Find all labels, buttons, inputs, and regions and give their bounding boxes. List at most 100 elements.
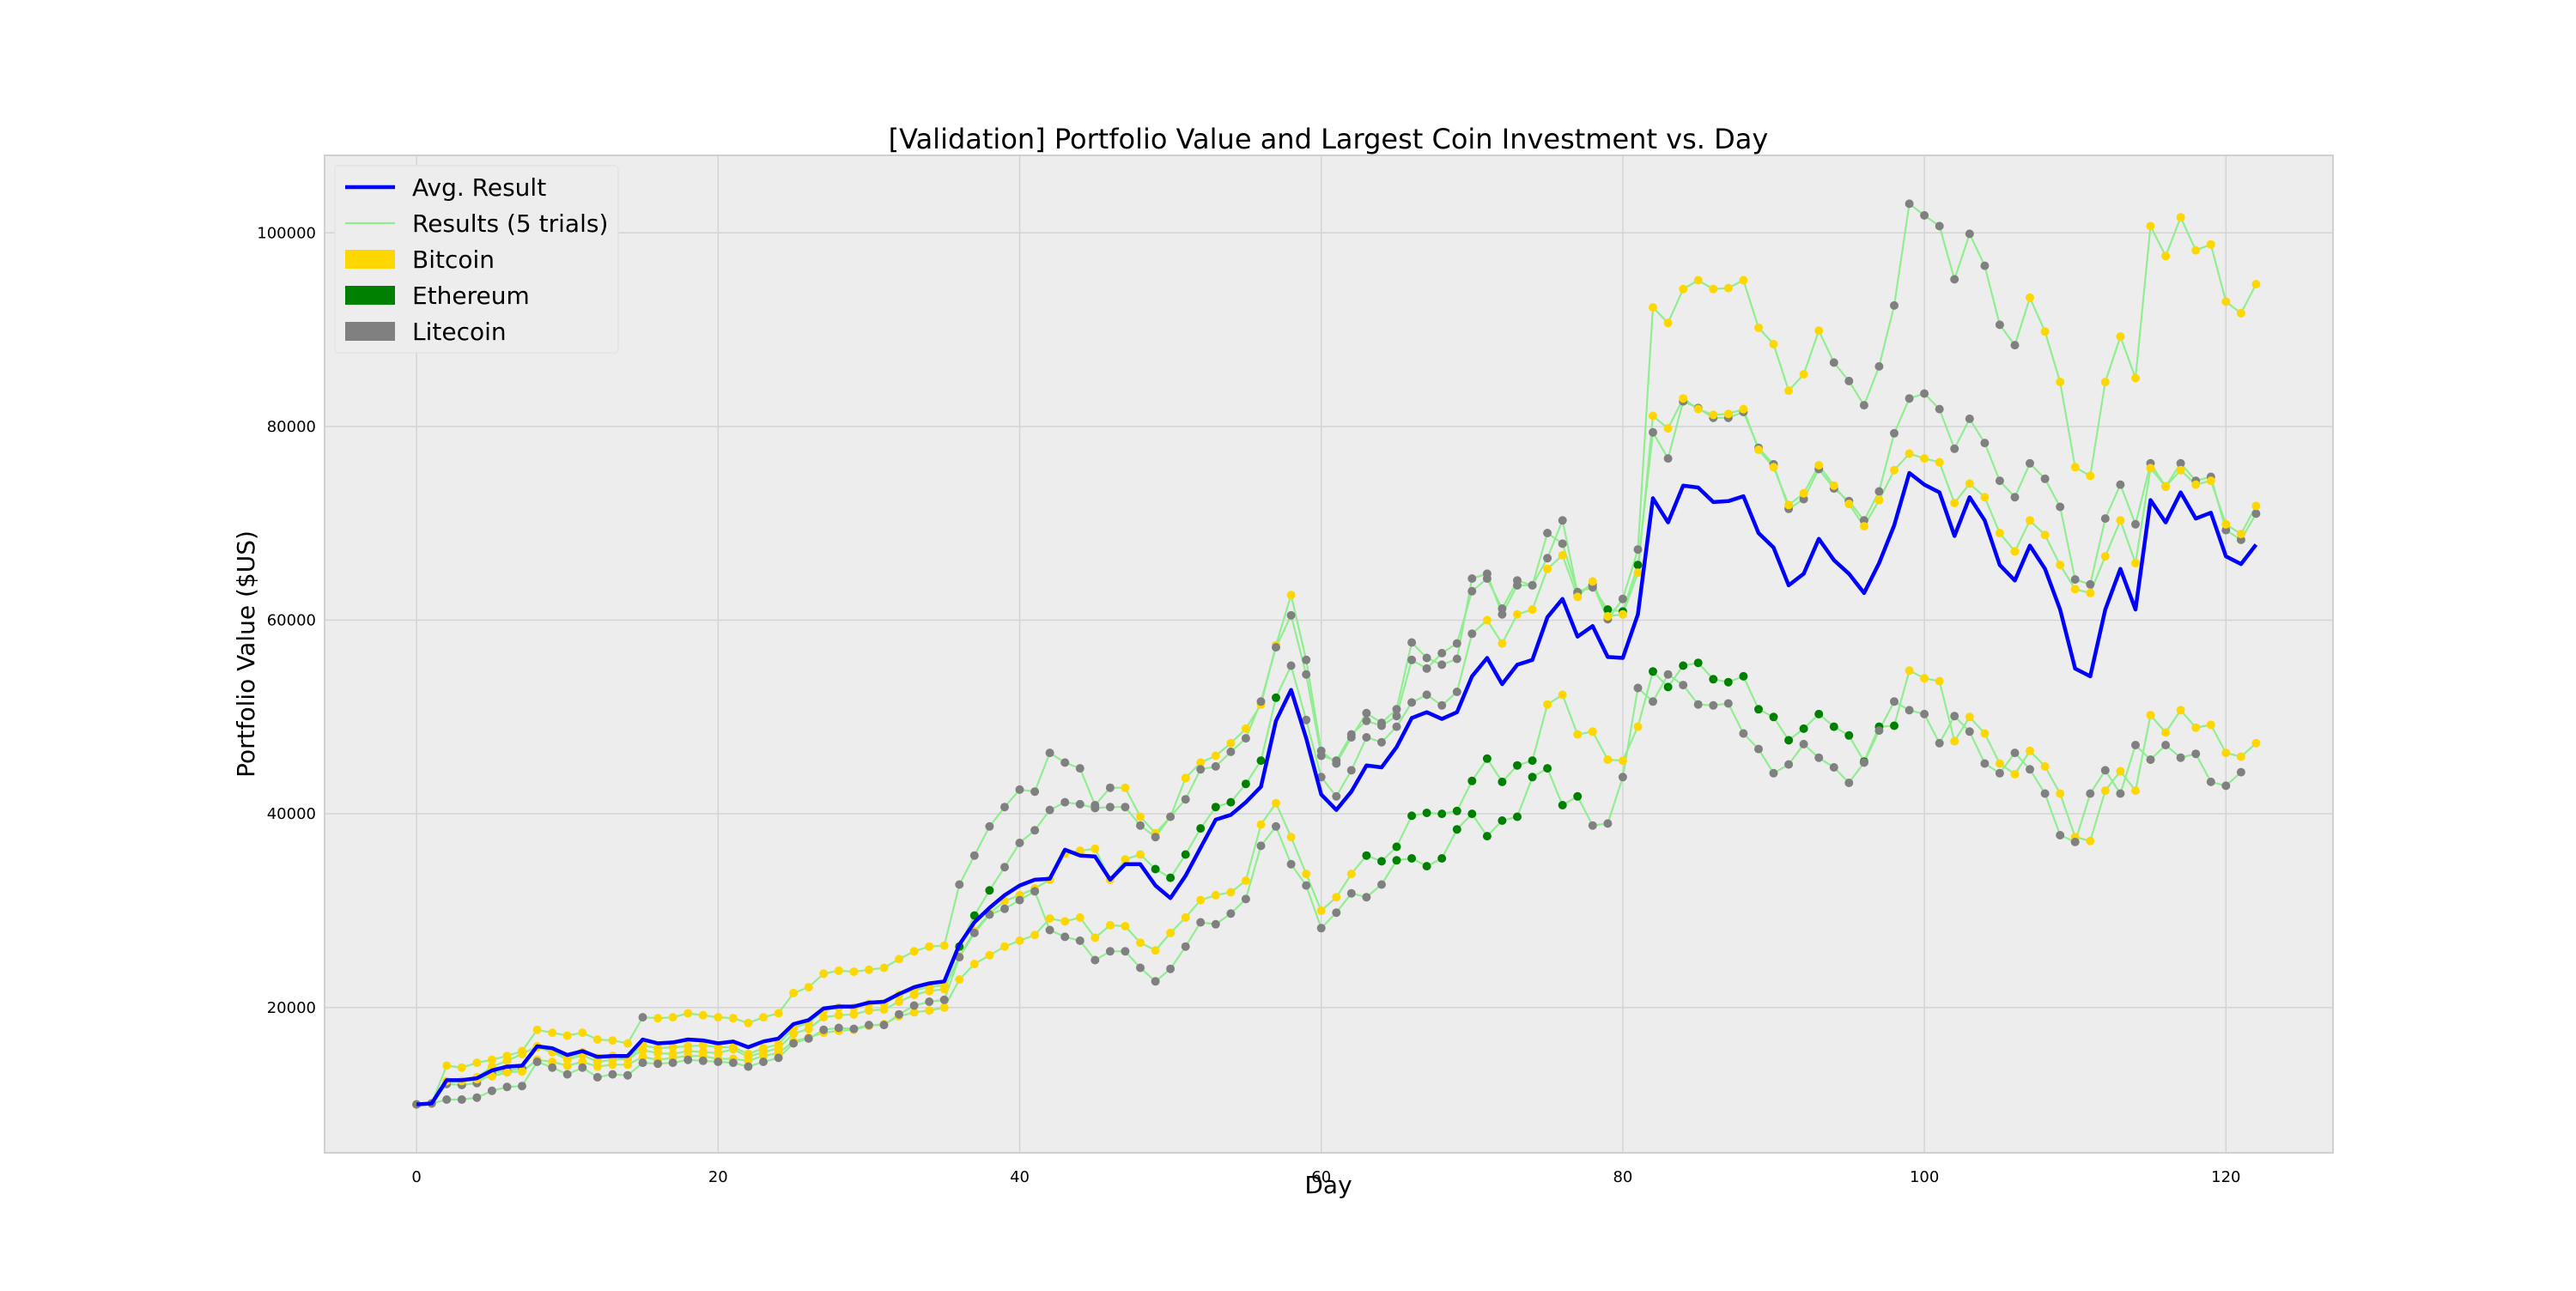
trial-5-point: [638, 1058, 647, 1068]
trial-4-point: [592, 1062, 602, 1071]
trial-4-point: [939, 1003, 949, 1012]
trial-5-point: [442, 1095, 452, 1104]
trial-3-point: [1498, 639, 1507, 648]
trial-5-point: [1015, 895, 1024, 905]
trial-2-point: [1241, 734, 1250, 743]
trial-2-point: [1965, 414, 1974, 423]
trial-4-point: [2221, 749, 2231, 758]
trial-1-point: [1422, 653, 1431, 663]
trial-5-point: [1362, 893, 1371, 902]
trial-1-point: [969, 851, 979, 860]
trial-3-point: [1679, 394, 1688, 403]
trial-4-point: [1980, 729, 1990, 738]
trial-2-point: [1905, 394, 1914, 403]
trial-3-point: [1965, 479, 1974, 488]
series-markers: [412, 199, 2261, 1109]
trial-3-point: [1573, 592, 1583, 602]
trial-1-point: [744, 1018, 753, 1027]
trial-5-point: [502, 1082, 512, 1092]
trial-4-point: [1121, 922, 1130, 930]
trial-2-point: [1045, 805, 1054, 815]
trial-1-point: [548, 1028, 557, 1038]
trial-3-point: [2176, 465, 2185, 475]
trial-2-point: [1950, 444, 1959, 453]
trial-5-point: [1558, 801, 1567, 809]
trial-1-point: [683, 1009, 693, 1018]
trial-5-point: [1980, 759, 1990, 768]
legend-swatch: [345, 286, 395, 305]
trial-5-point: [895, 1009, 903, 1019]
trial-3-point: [1769, 463, 1778, 472]
x-tick-label: 0: [411, 1168, 421, 1186]
trial-4-point: [1693, 658, 1703, 668]
trial-4-point: [1467, 776, 1477, 785]
trial-4-point: [1633, 722, 1643, 731]
trial-1-point: [1844, 376, 1854, 385]
legend: Avg. Result Results (5 trials) Bitcoin Ethe…: [334, 165, 619, 354]
trial-5-point: [548, 1063, 557, 1072]
trial-2-point: [2251, 509, 2261, 518]
trial-1-point: [1286, 591, 1296, 600]
trial-5-point: [714, 1058, 723, 1066]
trial-3-point: [1649, 411, 1657, 421]
trial-5-point: [1663, 670, 1673, 679]
trial-3-point: [2026, 516, 2034, 525]
trial-2-point: [698, 1040, 708, 1050]
trial-1-point: [819, 969, 829, 979]
trial-5-point: [2040, 789, 2050, 798]
trial-2-point: [985, 886, 994, 895]
trial-2-point: [1121, 803, 1130, 812]
trial-4-point: [1377, 857, 1386, 866]
trial-5-point: [1332, 908, 1341, 918]
trial-4-point: [2010, 769, 2020, 779]
trial-1-point: [1362, 708, 1371, 718]
trial-3-point: [1181, 850, 1190, 859]
trial-5-point: [2086, 789, 2095, 798]
trial-4-point: [562, 1061, 572, 1070]
trial-1-point: [2206, 239, 2215, 249]
trial-5-point: [1452, 825, 1461, 834]
trial-3-point: [1693, 404, 1703, 414]
trial-3-point: [1844, 500, 1854, 509]
trial-3-point: [1528, 605, 1537, 615]
trial-4-point: [608, 1060, 617, 1070]
trial-3-point: [1633, 568, 1643, 578]
trial-5-point: [1573, 791, 1583, 801]
trial-2-point: [1498, 604, 1507, 613]
trial-1-point: [1241, 724, 1250, 733]
trial-3-point: [1874, 495, 1884, 505]
trial-3-point: [1950, 499, 1959, 507]
trial-2-point: [1920, 389, 1929, 398]
trial-3-point: [2131, 559, 2140, 567]
trial-4-point: [955, 975, 964, 985]
trial-4-point: [1844, 730, 1854, 740]
trial-3-point: [1618, 609, 1627, 619]
trial-3-point: [819, 1013, 829, 1022]
trial-3-point: [1543, 564, 1552, 573]
trial-5-point: [2206, 777, 2215, 786]
trial-2-point: [1482, 574, 1492, 583]
trial-2-point: [1211, 761, 1220, 771]
trial-5-point: [955, 953, 964, 962]
trial-5-point: [879, 1021, 889, 1030]
trial-3-point: [1121, 855, 1130, 864]
y-tick-label: 80000: [267, 418, 316, 436]
trial-3-point: [1709, 410, 1718, 420]
trial-3-point: [895, 997, 903, 1006]
trial-1-point: [1105, 783, 1115, 792]
trial-1-point: [849, 967, 859, 976]
trial-3-point: [2221, 519, 2231, 529]
trial-2-point: [1181, 795, 1190, 804]
trial-4-point: [2026, 746, 2034, 755]
trial-5-point: [487, 1086, 496, 1095]
trial-4-point: [1286, 833, 1296, 842]
trial-4-point: [1573, 730, 1583, 739]
trial-1-point: [1015, 785, 1024, 794]
trial-4-point: [1935, 676, 1944, 686]
trial-5-point: [1618, 773, 1627, 782]
trial-1-point: [1452, 654, 1461, 664]
trial-5-point: [1286, 859, 1296, 869]
trial-1-point: [1196, 758, 1206, 767]
trial-5-point: [1709, 700, 1718, 710]
trial-3-point: [1980, 493, 1990, 502]
